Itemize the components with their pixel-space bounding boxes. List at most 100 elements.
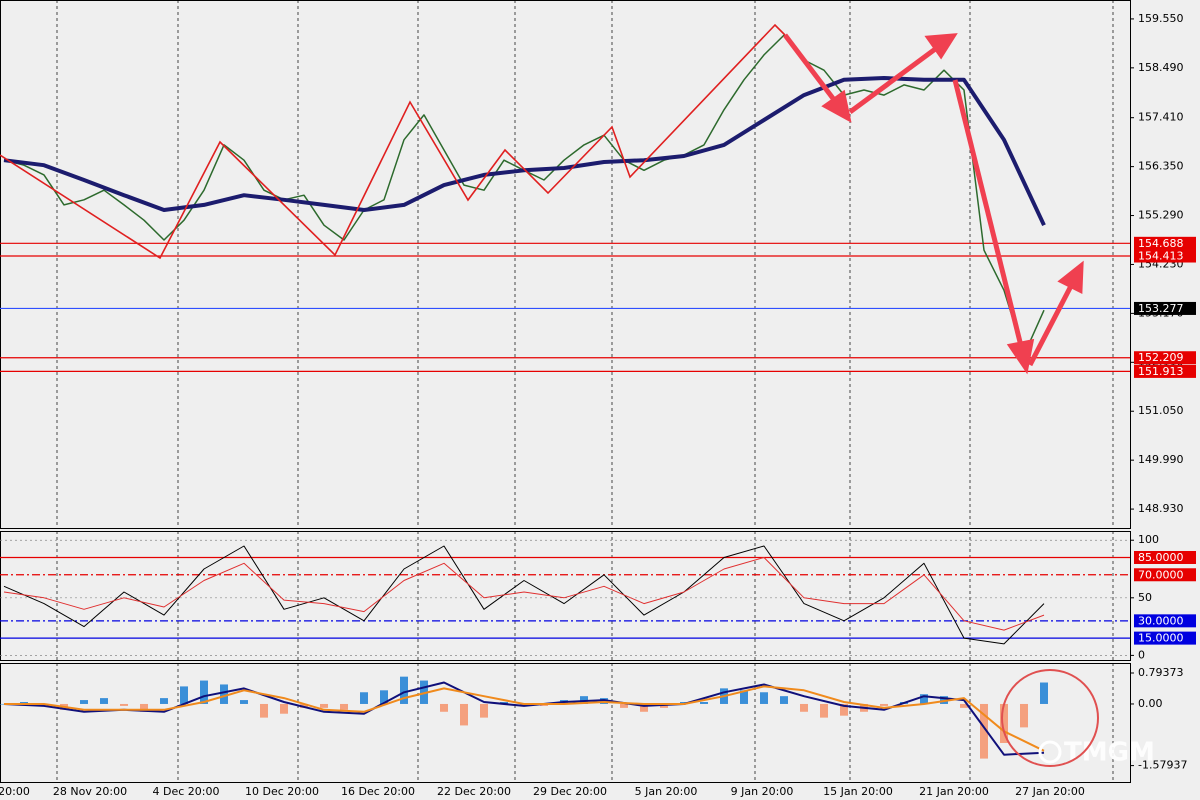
arrow: [848, 44, 940, 115]
y-tick-label: 100: [1138, 533, 1159, 546]
x-tick-label: 4 Dec 20:00: [153, 785, 220, 798]
histogram-bar: [740, 690, 748, 704]
y-tick-label: 156.350: [1138, 160, 1184, 173]
histogram-bar: [400, 676, 408, 704]
histogram-bar: [620, 703, 628, 708]
y-tick-label: 50: [1138, 591, 1152, 604]
level-label-box: [1134, 631, 1196, 645]
arrow-head: [1057, 260, 1084, 294]
x-tick-label: 28 Nov 20:00: [53, 785, 127, 798]
histogram-bar: [1000, 703, 1008, 743]
y-tick-label: 158.490: [1138, 61, 1184, 74]
histogram-bar: [700, 702, 708, 704]
arrow: [783, 33, 840, 107]
level-label-box: [1134, 614, 1196, 628]
histogram-bar: [780, 696, 788, 704]
x-tick-label: 22 Dec 20:00: [437, 785, 511, 798]
level-label: 151.913: [1138, 365, 1184, 378]
series-line: [3, 76, 1046, 227]
histogram-bar: [20, 702, 28, 704]
histogram-bar: [640, 703, 648, 712]
histogram-bar: [960, 703, 968, 708]
y-tick-label: 149.990: [1138, 453, 1184, 466]
panel-frame: [0, 663, 1131, 783]
level-label-box: [1134, 236, 1196, 250]
histogram-bar: [320, 703, 328, 708]
y-tick-label: -1.57937: [1138, 759, 1187, 772]
x-tick-label: 29 Dec 20:00: [533, 785, 607, 798]
histogram-bar: [80, 700, 88, 704]
level-label-box: [1134, 249, 1196, 263]
level-label-box: [1134, 301, 1196, 315]
level-label-box: [1134, 364, 1196, 378]
histogram-bar: [1040, 682, 1048, 704]
histogram-bar: [360, 692, 368, 704]
histogram-bar: [240, 700, 248, 704]
series-line: [3, 557, 1045, 631]
histogram-bar: [200, 680, 208, 704]
arrow-head: [924, 33, 958, 60]
histogram-bar: [920, 694, 928, 704]
x-tick-label: 16 Dec 20:00: [341, 785, 415, 798]
histogram-bar: [1020, 703, 1028, 728]
x-tick-label: 27 Jan 20:00: [1015, 785, 1085, 798]
histogram-bar: [480, 703, 488, 718]
panel: 100 50 0 85.0000 70.0000 30.0000 15.0000: [0, 531, 1196, 661]
level-label: 154.688: [1138, 237, 1184, 250]
y-tick-label: 0: [1138, 648, 1145, 661]
arrow: [952, 79, 1025, 351]
y-tick-label: 151.050: [1138, 404, 1184, 417]
arrows: [783, 33, 1084, 375]
y-tick-label: 159.550: [1138, 12, 1184, 25]
histogram-bar: [100, 698, 108, 704]
panel: 159.550158.490157.410156.350155.290154.2…: [0, 0, 1196, 529]
level-label-box: [1134, 351, 1196, 365]
series-line: [4, 685, 1045, 752]
zigzag: [0, 23, 786, 260]
level-label-box: [1134, 568, 1196, 582]
histogram-bar: [260, 703, 268, 718]
histogram-bar: [160, 698, 168, 704]
y-tick-label: 157.410: [1138, 111, 1184, 124]
x-tick-label: 20:00: [0, 785, 30, 798]
x-tick-label: 9 Jan 20:00: [731, 785, 794, 798]
annotations: [0, 23, 1099, 767]
x-tick-label: 15 Jan 20:00: [823, 785, 893, 798]
arrow-head: [821, 89, 852, 123]
y-tick-label: 0.00: [1138, 697, 1163, 710]
x-tick-label: 5 Jan 20:00: [635, 785, 698, 798]
histogram-bar: [760, 692, 768, 704]
level-label: 15.0000: [1138, 632, 1184, 645]
x-tick-label: 10 Dec 20:00: [245, 785, 319, 798]
histogram-bar: [980, 703, 988, 759]
panel: 0.79373 0.00 -1.57937 20:00 28 Nov 20:00 4 De…: [0, 663, 1187, 798]
histogram-bar: [340, 703, 348, 710]
histogram-bar: [880, 703, 888, 706]
level-label: 153.277: [1138, 302, 1184, 315]
histogram-bar: [440, 703, 448, 712]
level-label: 70.0000: [1138, 568, 1184, 581]
watermark-logo: [1038, 740, 1062, 764]
histogram-bar: [140, 703, 148, 712]
histogram-bar: [840, 703, 848, 716]
y-tick-label: 155.290: [1138, 209, 1184, 222]
histogram-bar: [460, 703, 468, 726]
level-label: 152.209: [1138, 351, 1184, 364]
level-label: 30.0000: [1138, 614, 1184, 627]
histogram-bar: [180, 686, 188, 704]
level-label-box: [1134, 550, 1196, 564]
histogram-bar: [820, 703, 828, 718]
series-line: [3, 545, 1045, 645]
histogram-bar: [280, 703, 288, 714]
highlight-circle: [1001, 669, 1099, 767]
histogram-bar: [120, 703, 128, 706]
x-tick-label: 21 Jan 20:00: [919, 785, 989, 798]
histogram-bar: [220, 684, 228, 704]
watermark: TMGM: [1064, 738, 1155, 768]
level-label: 85.0000: [1138, 551, 1184, 564]
histogram-bar: [380, 690, 388, 704]
arrow: [1027, 282, 1075, 367]
level-label: 154.413: [1138, 250, 1184, 263]
arrow-head: [1006, 338, 1035, 375]
